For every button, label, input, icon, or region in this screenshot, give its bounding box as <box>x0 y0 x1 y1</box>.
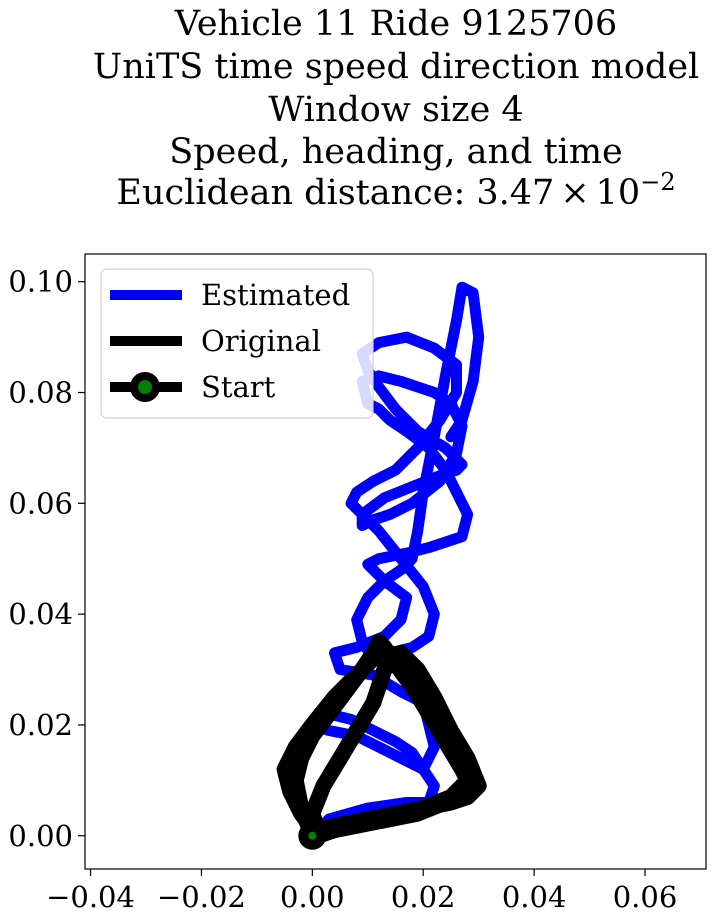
legend-box <box>100 268 374 419</box>
legend-label-start: Start <box>201 370 276 404</box>
x-axis: −0.04 −0.02 0.00 0.02 0.04 0.06 <box>46 869 677 914</box>
title-line-2: UniTS time speed direction model <box>93 47 700 87</box>
legend: Estimated Original Start <box>100 268 374 419</box>
x-tick-label: 0.02 <box>391 880 456 914</box>
y-axis: 0.00 0.02 0.04 0.06 0.08 0.10 <box>8 265 85 853</box>
legend-label-estimated: Estimated <box>201 278 350 312</box>
x-tick-label: −0.04 <box>46 880 135 914</box>
x-tick-label: −0.02 <box>157 880 246 914</box>
plot-frame <box>84 253 707 870</box>
original-series <box>276 633 487 844</box>
title-line-4: Speed, heading, and time <box>169 132 622 172</box>
chart-title: Vehicle 11 Ride 9125706 UniTS time speed… <box>93 4 700 213</box>
x-tick-label: 0.04 <box>502 880 567 914</box>
title-line-1: Vehicle 11 Ride 9125706 <box>174 4 617 44</box>
start-marker-layer <box>298 821 327 850</box>
original-line <box>276 633 487 844</box>
title-distance-prefix: Euclidean distance: 3.47 <box>116 173 554 213</box>
legend-start-marker <box>130 372 160 402</box>
title-exponent-base: 10 <box>596 173 641 213</box>
y-tick-label: 0.08 <box>8 376 73 410</box>
title-exponent: −2 <box>640 168 675 196</box>
y-tick-label: 0.00 <box>8 819 73 853</box>
y-tick-label: 0.10 <box>8 265 73 299</box>
x-tick-label: 0.00 <box>280 880 345 914</box>
legend-label-original: Original <box>201 324 321 358</box>
start-marker <box>298 821 327 850</box>
title-line-3: Window size 4 <box>268 90 523 130</box>
y-tick-label: 0.02 <box>8 708 73 742</box>
y-tick-label: 0.04 <box>8 597 73 631</box>
y-tick-label: 0.06 <box>8 486 73 520</box>
title-line-5: Euclidean distance: 3.47 × 10−2 <box>116 168 675 213</box>
x-tick-label: 0.06 <box>613 880 678 914</box>
title-times-sign: × <box>560 173 589 213</box>
